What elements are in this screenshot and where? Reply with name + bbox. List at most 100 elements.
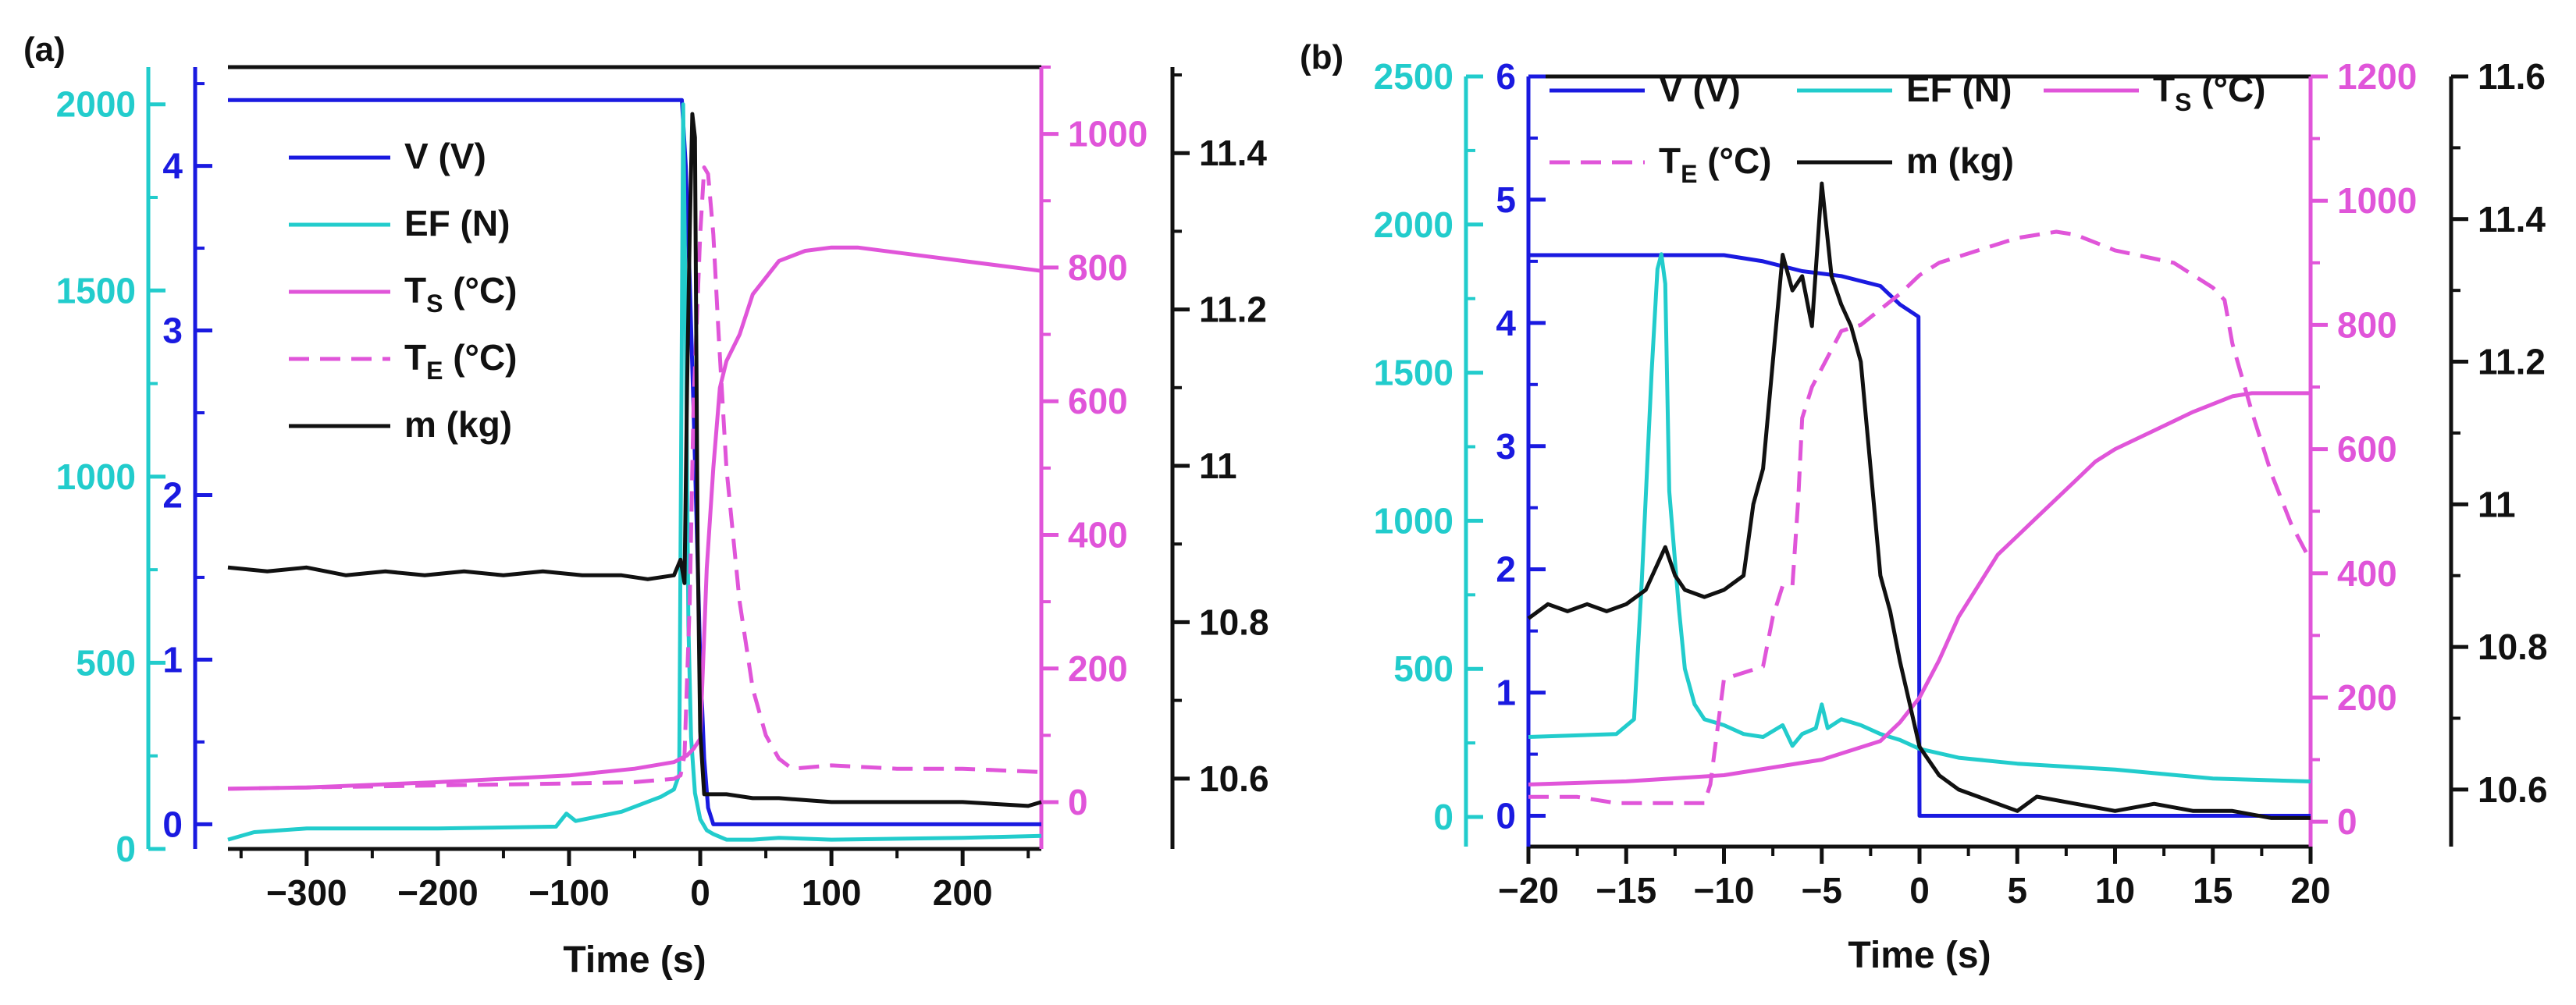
x-tick-label: −20 — [1498, 870, 1559, 911]
x-tick-label: 100 — [802, 872, 862, 913]
legend-label-main: V (V) — [404, 136, 486, 176]
legend-item-TS: TS (°C) — [289, 270, 518, 318]
y-tick-label-EF: 0 — [116, 829, 136, 869]
series-line-TS — [1528, 391, 2311, 787]
y-tick-label-V: 3 — [1496, 426, 1516, 467]
legend-label-tail: (°C) — [2191, 69, 2265, 109]
y-tick-label-EF: 1000 — [56, 456, 136, 497]
y-tick-label-T: 400 — [1068, 514, 1128, 555]
y-tick-label-T: 1000 — [2337, 180, 2417, 221]
x-tick-label: −15 — [1596, 870, 1656, 911]
legend-label-main: EF (N) — [1906, 69, 2012, 109]
x-tick-label: 15 — [2193, 870, 2233, 911]
y-tick-label-EF: 1500 — [56, 270, 136, 311]
legend-label-tail: (°C) — [1697, 140, 1771, 181]
x-tick-label: 200 — [933, 872, 993, 913]
series-line-TE — [227, 165, 1042, 791]
x-tick-label: −10 — [1693, 870, 1754, 911]
legend-item-EF: EF (N) — [1797, 69, 2012, 109]
legend-label-sub: S — [2175, 88, 2191, 116]
legend-label: m (kg) — [1906, 140, 2014, 181]
legend-item-V: V (V) — [289, 136, 486, 176]
y-tick-label-T: 600 — [1068, 381, 1128, 421]
y-tick-label-EF: 1000 — [1374, 500, 1453, 541]
x-tick-label: 5 — [2007, 870, 2027, 911]
y-tick-label-T: 1200 — [2337, 56, 2417, 97]
y-tick-label-EF: 2500 — [1374, 56, 1453, 97]
y-tick-label-V: 4 — [162, 146, 183, 186]
x-tick-label: 0 — [690, 872, 710, 913]
legend-item-m: m (kg) — [289, 404, 512, 445]
legend-label-sub: E — [1681, 160, 1697, 188]
y-tick-label-EF: 1500 — [1374, 353, 1453, 393]
y-tick-label-T: 0 — [1068, 782, 1088, 822]
legend-label: EF (N) — [1906, 69, 2012, 109]
series-line-V — [1528, 253, 2311, 818]
y-tick-label-m: 11.2 — [2478, 342, 2546, 382]
legend-label-main: T — [404, 337, 426, 378]
y-tick-label-EF: 2000 — [56, 84, 136, 125]
legend-label-main: m (kg) — [404, 404, 512, 445]
x-axis-label: Time (s) — [1848, 935, 1991, 976]
y-tick-label-m: 10.8 — [2478, 627, 2548, 667]
y-tick-label-V: 0 — [1496, 796, 1516, 836]
legend-item-m: m (kg) — [1797, 140, 2014, 181]
legend-label: V (V) — [404, 136, 486, 176]
panel-label: (a) — [23, 30, 66, 69]
y-tick-label-m: 10.6 — [1199, 758, 1269, 799]
y-tick-label-V: 4 — [1496, 303, 1516, 343]
y-tick-label-EF: 0 — [1433, 797, 1453, 837]
legend-item-TE: TE (°C) — [289, 337, 518, 385]
legend-label-sub: E — [426, 357, 443, 385]
panel-label: (b) — [1300, 38, 1343, 76]
legend-label-tail: (°C) — [443, 270, 517, 311]
legend-item-TE: TE (°C) — [1550, 140, 1772, 188]
y-tick-label-V: 1 — [1496, 673, 1516, 713]
legend-label-sub: S — [426, 289, 443, 318]
y-tick-label-T: 200 — [1068, 648, 1128, 689]
legend-item-EF: EF (N) — [289, 203, 510, 243]
series-line-TS — [227, 245, 1042, 791]
legend-item-V: V (V) — [1550, 69, 1741, 109]
series-line-EF — [227, 102, 1042, 842]
legend-label: TE (°C) — [1659, 140, 1772, 188]
y-tick-label-m: 10.8 — [1199, 602, 1269, 642]
y-tick-label-V: 2 — [1496, 549, 1516, 590]
y-tick-label-T: 400 — [2337, 553, 2397, 594]
series-line-EF — [1528, 252, 2311, 783]
legend-label: EF (N) — [404, 203, 510, 243]
x-tick-label: 0 — [1909, 870, 1930, 911]
y-tick-label-T: 200 — [2337, 677, 2397, 718]
series-line-m — [227, 112, 1042, 808]
legend-label-main: T — [2153, 69, 2175, 109]
y-tick-label-T: 1000 — [1068, 114, 1147, 154]
y-tick-label-m: 11.4 — [2478, 199, 2546, 240]
y-tick-label-V: 6 — [1496, 56, 1516, 97]
legend-label-main: T — [404, 270, 426, 311]
legend-label: TE (°C) — [404, 337, 518, 385]
legend-label-main: V (V) — [1659, 69, 1741, 109]
y-tick-label-m: 11 — [2478, 484, 2516, 524]
x-tick-label: 20 — [2290, 870, 2330, 911]
y-tick-label-m: 11.6 — [2478, 56, 2546, 97]
legend-label-main: EF (N) — [404, 203, 510, 243]
y-tick-label-EF: 500 — [1393, 648, 1453, 689]
y-tick-label-EF: 2000 — [1374, 204, 1453, 245]
y-tick-label-V: 0 — [162, 804, 183, 844]
x-tick-label: −5 — [1802, 870, 1842, 911]
y-tick-label-T: 800 — [2337, 304, 2397, 345]
x-tick-label: 10 — [2095, 870, 2135, 911]
y-tick-label-m: 10.6 — [2478, 769, 2548, 810]
y-tick-label-m: 11.2 — [1199, 289, 1267, 330]
y-tick-label-V: 3 — [162, 311, 183, 351]
legend-label-main: m (kg) — [1906, 140, 2014, 181]
y-tick-label-T: 0 — [2337, 801, 2357, 842]
x-axis-label: Time (s) — [563, 939, 706, 981]
x-tick-label: −100 — [528, 872, 610, 913]
y-tick-label-T: 600 — [2337, 429, 2397, 470]
y-tick-label-V: 2 — [162, 474, 183, 515]
series-line-m — [1527, 181, 2311, 820]
